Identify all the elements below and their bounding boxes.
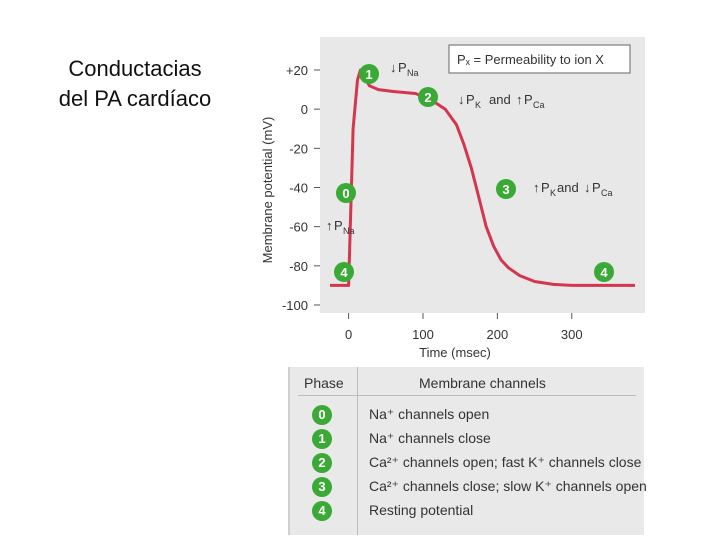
channel-description: Na⁺ channels close <box>369 430 491 446</box>
channel-description: Ca²⁺ channels open; fast K⁺ channels clo… <box>369 454 642 470</box>
phase-badge <box>336 183 356 203</box>
permeability-label: P <box>541 180 550 195</box>
phase-badge-label: 1 <box>365 67 372 82</box>
channel-description: Resting potential <box>369 502 474 518</box>
table-row: 1 Na⁺ channels close <box>290 428 644 450</box>
y-tick-label: -40 <box>289 181 308 196</box>
phase-badge-label: 2 <box>424 90 431 105</box>
phase-badge <box>334 262 354 282</box>
down-arrow-icon: ↓ <box>584 180 591 195</box>
legend-box <box>448 44 631 74</box>
slide-title-line-1: Conductacias <box>68 56 202 81</box>
phase-badge: 3 <box>312 477 332 497</box>
y-tick-label: 0 <box>301 102 308 117</box>
up-arrow-icon: ↑ <box>533 180 540 195</box>
phase-3-annotation: 3 ↑ P K and ↓ P Ca <box>496 179 613 199</box>
phase-badge <box>594 262 614 282</box>
down-arrow-icon: ↓ <box>458 92 465 107</box>
channel-description: Ca²⁺ channels close; slow K⁺ channels op… <box>369 478 647 494</box>
phase-badge <box>418 87 438 107</box>
header-divider <box>298 395 636 396</box>
x-tick-label: 300 <box>561 327 583 342</box>
plot-background <box>320 37 645 313</box>
table-header-phase: Phase <box>304 375 344 391</box>
permeability-subscript: K <box>550 188 556 198</box>
x-tick-label: 0 <box>345 327 352 342</box>
phase-badge: 2 <box>312 453 332 473</box>
phase-4-annotation-left: 4 <box>334 262 354 282</box>
channel-description: Na⁺ channels open <box>369 406 490 422</box>
column-divider <box>357 367 358 535</box>
x-axis-ticks: 0 100 200 300 <box>345 313 583 342</box>
permeability-label: P <box>466 92 475 107</box>
phase-0-annotation: 0 ↑ P Na <box>326 183 356 236</box>
y-tick-label: -80 <box>289 259 308 274</box>
table-row: 2 Ca²⁺ channels open; fast K⁺ channels c… <box>290 452 644 474</box>
permeability-label: P <box>398 60 407 75</box>
y-axis-label: Membrane potential (mV) <box>260 117 275 264</box>
table-row: 4 Resting potential <box>290 500 644 522</box>
y-tick-label: -20 <box>289 141 308 156</box>
permeability-label: P <box>334 218 343 233</box>
permeability-label: P <box>592 180 601 195</box>
phase-badge <box>359 64 379 84</box>
phase-badge <box>496 179 516 199</box>
permeability-subscript: Na <box>407 68 419 78</box>
table-row: 0 Na⁺ channels open <box>290 404 644 426</box>
conjunction-text: and <box>557 180 579 195</box>
phase-2-annotation: 2 ↓ P K and ↑ P Ca <box>418 87 545 110</box>
up-arrow-icon: ↑ <box>326 218 333 233</box>
phase-badge-label: 0 <box>342 186 349 201</box>
phase-4-annotation-right: 4 <box>594 262 614 282</box>
phase-1-annotation: 1 ↓ P Na <box>359 60 419 84</box>
legend-text: Pₓ = Permeability to ion X <box>457 52 604 67</box>
y-tick-label: +20 <box>286 63 308 78</box>
permeability-subscript: K <box>475 100 481 110</box>
x-tick-label: 200 <box>487 327 509 342</box>
phase-table: Phase Membrane channels 0 Na⁺ channels o… <box>288 367 647 535</box>
phase-badge: 1 <box>312 429 332 449</box>
permeability-label: P <box>524 92 533 107</box>
x-tick-label: 100 <box>412 327 434 342</box>
phase-badge: 4 <box>312 501 332 521</box>
permeability-subscript: Ca <box>533 100 545 110</box>
y-axis-ticks: +20 0 -20 -40 -60 -80 -100 <box>282 63 320 313</box>
table-header-channels: Membrane channels <box>419 375 546 391</box>
conjunction-text: and <box>489 92 511 107</box>
down-arrow-icon: ↓ <box>390 60 397 75</box>
phase-badge-label: 4 <box>340 265 348 280</box>
x-axis-label: Time (msec) <box>419 345 491 360</box>
action-potential-chart: +20 0 -20 -40 -60 -80 -100 0 100 200 300 Membrane… <box>260 37 645 360</box>
permeability-subscript: Na <box>343 226 355 236</box>
phase-badge-label: 3 <box>502 182 509 197</box>
table-row: 3 Ca²⁺ channels close; slow K⁺ channels … <box>290 476 647 498</box>
permeability-subscript: Ca <box>601 188 613 198</box>
slide-title: Conductacias del PA cardíaco <box>30 54 240 114</box>
up-arrow-icon: ↑ <box>516 92 523 107</box>
y-tick-label: -60 <box>289 220 308 235</box>
slide-title-line-2: del PA cardíaco <box>58 86 212 111</box>
phase-badge: 0 <box>312 405 332 425</box>
y-tick-label: -100 <box>282 298 308 313</box>
phase-badge-label: 4 <box>600 265 608 280</box>
